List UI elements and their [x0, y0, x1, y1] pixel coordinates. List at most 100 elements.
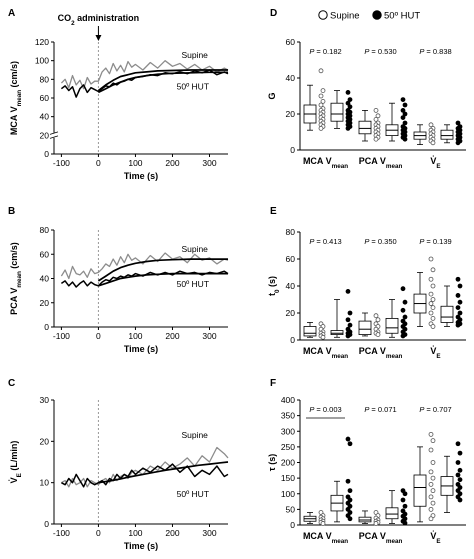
p-value-prefix: P	[419, 405, 424, 414]
y-axis-title-unit: (L/min)	[9, 441, 19, 474]
box-hut	[440, 441, 463, 513]
y-tick-label: 0	[290, 145, 295, 155]
y-tick-label: 20	[286, 308, 296, 318]
p-value-number: = 0.707	[424, 405, 451, 414]
data-point	[402, 491, 408, 497]
y-axis-title-main: MCA V	[9, 106, 19, 135]
data-point	[455, 322, 461, 328]
data-point	[457, 450, 463, 456]
data-point	[428, 447, 434, 453]
data-point	[430, 140, 436, 146]
y-axis-title: τ (s)	[267, 454, 277, 472]
data-point	[400, 497, 406, 503]
y-tick-label: 40	[40, 112, 50, 122]
y-axis-title-main: V̇	[9, 477, 19, 483]
x-axis-title: Time (s)	[124, 344, 158, 354]
y-tick-label: 40	[286, 73, 296, 83]
group-label-main: MCA V	[303, 531, 332, 541]
y-tick-label: 350	[281, 411, 295, 421]
y-tick-label: 20	[40, 130, 50, 140]
data-point	[320, 99, 326, 104]
data-point	[345, 317, 351, 323]
group-label: MCA Vmean	[303, 531, 348, 545]
data-point	[428, 122, 434, 128]
data-point	[347, 97, 353, 102]
data-point	[345, 333, 351, 339]
series-line-model	[97, 69, 228, 92]
data-point	[375, 317, 381, 323]
data-point	[428, 431, 434, 437]
data-point	[345, 100, 351, 106]
axis-break-gap	[50, 132, 58, 138]
p-value-number: = 0.413	[314, 237, 341, 246]
box-hut	[440, 276, 463, 328]
data-point	[455, 472, 461, 478]
x-tick-label: -100	[53, 158, 70, 168]
data-point	[430, 283, 436, 289]
p-value-number: = 0.139	[424, 237, 451, 246]
data-point	[347, 322, 353, 328]
y-tick-label: 80	[40, 225, 50, 235]
data-point	[428, 310, 434, 316]
data-point	[455, 305, 461, 311]
group-label-main: MCA V	[303, 156, 332, 166]
event-label-sub: 2	[71, 20, 75, 27]
y-tick-label: 20	[40, 298, 50, 308]
legend-marker-hut	[372, 10, 382, 20]
group-label-main: V̇	[430, 346, 436, 356]
legend: Supine 50º HUT	[318, 10, 420, 22]
y-axis-title-unit: (s)	[267, 276, 277, 290]
p-value: P = 0.182	[309, 47, 341, 56]
box-hut	[385, 488, 408, 526]
group-label-main: V̇	[430, 156, 436, 166]
data-point	[373, 136, 379, 142]
box-iqr	[440, 305, 454, 323]
x-tick-label: 0	[96, 331, 101, 341]
panel-letter: F	[270, 378, 276, 389]
axis-break-mark	[49, 135, 59, 139]
series-annotation: 50º HUT	[177, 279, 209, 289]
data-point	[318, 102, 324, 108]
box-supine	[358, 312, 381, 338]
data-point	[428, 276, 434, 282]
data-point	[428, 256, 434, 262]
y-axis-title: PCA Vmean (cm/s)	[9, 242, 23, 315]
data-point	[455, 293, 461, 298]
x-tick-label: 300	[202, 158, 216, 168]
data-point	[455, 120, 461, 126]
panel-c: C 0 10 20 30 -100 0 100 200 300 Supine 50º HUT Time …	[8, 378, 229, 551]
y-tick-label: 120	[35, 37, 49, 47]
data-point	[345, 478, 351, 484]
y-tick-label: 10	[40, 478, 50, 488]
series-line-model	[97, 258, 228, 282]
data-point	[373, 117, 379, 122]
data-point	[347, 516, 353, 522]
box-iqr	[330, 330, 344, 335]
y-axis-title-main: τ (s)	[267, 454, 277, 472]
group-label-main: PCA V	[359, 531, 386, 541]
series-line-model	[98, 272, 228, 287]
p-value: P = 0.350	[364, 237, 396, 246]
box-hut	[330, 288, 353, 339]
data-point	[428, 481, 434, 487]
data-point	[428, 469, 434, 475]
axis-break-mark	[49, 131, 59, 135]
y-tick-label: 0	[44, 519, 49, 529]
p-value: P = 0.707	[419, 405, 451, 414]
data-point	[320, 88, 326, 93]
data-point	[457, 299, 463, 305]
box-iqr	[440, 129, 454, 140]
x-tick-label: 300	[202, 331, 216, 341]
data-point	[457, 283, 463, 289]
box-supine	[303, 321, 326, 340]
event-label-pre: CO	[58, 13, 72, 23]
x-axis-title: Time (s)	[124, 541, 158, 551]
data-point	[430, 305, 436, 311]
legend-label-supine: Supine	[330, 11, 360, 22]
p-value-prefix: P	[419, 47, 424, 56]
p-value: P = 0.413	[309, 237, 341, 246]
data-point	[373, 521, 379, 526]
data-point	[400, 108, 406, 113]
